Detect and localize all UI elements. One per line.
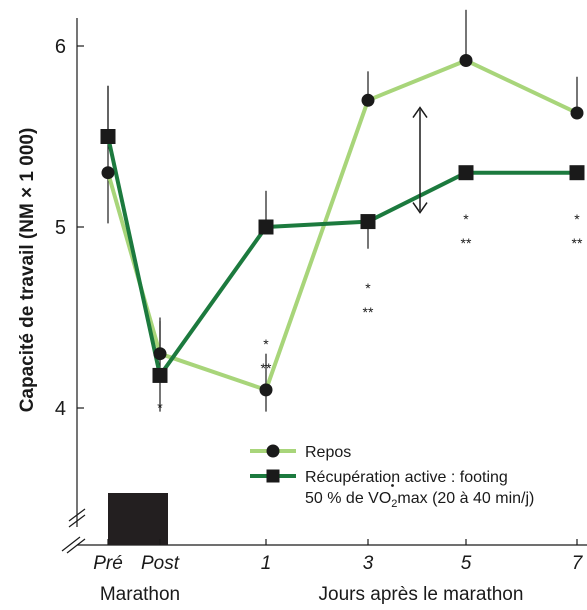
legend: Repos Récupération active : footing 50 %… (250, 444, 534, 510)
data-point (459, 53, 473, 67)
legend-text-part: 50 % de (305, 490, 368, 507)
data-point (569, 165, 585, 181)
legend-text-part: O (379, 490, 391, 507)
significance-mark: * (263, 336, 269, 352)
series-recuperation-active (106, 85, 577, 412)
x-ticks: Pré Post 1 3 5 7 (93, 539, 584, 574)
data-point (101, 166, 115, 180)
series-line (106, 58, 578, 392)
data-point (259, 383, 273, 397)
legend-marker-recuperation-active (266, 469, 280, 483)
series-markers (101, 53, 584, 397)
x-axis-group-label-marathon: Marathon (100, 584, 180, 605)
legend-text-part: max (20 à 40 min/j) (397, 490, 534, 507)
legend-text-subscript: 2 (391, 498, 397, 510)
significance-mark: ** (363, 304, 374, 320)
significance-annotations: ************* (157, 106, 583, 415)
data-point (152, 367, 168, 383)
x-axis-group-label-days: Jours après le marathon (319, 584, 524, 605)
x-tick-label: 5 (461, 553, 472, 574)
marathon-bar (108, 493, 168, 545)
x-tick-label: 1 (261, 553, 272, 574)
difference-arrow-head-top (412, 106, 428, 118)
data-point (458, 165, 474, 181)
significance-mark: ** (461, 235, 472, 251)
x-tick-label: 7 (572, 553, 584, 574)
axis-break (61, 508, 86, 554)
data-point (153, 347, 167, 361)
series-layer (100, 9, 585, 412)
data-point (570, 106, 584, 120)
y-axis-title: Capacité de travail (NM × 1 000) (17, 128, 38, 413)
vdot-dot (391, 484, 394, 487)
difference-arrow-head-bottom (412, 202, 428, 214)
y-tick-label: 6 (55, 36, 66, 58)
significance-mark: * (157, 399, 163, 415)
significance-mark: * (463, 211, 469, 227)
legend-label-repos: Repos (305, 444, 351, 461)
series-line (106, 136, 577, 378)
data-point (258, 219, 274, 235)
y-tick-label: 4 (55, 398, 66, 420)
legend-marker-repos (266, 444, 280, 458)
x-tick-label: Post (141, 553, 180, 574)
x-tick-label: 3 (363, 553, 374, 574)
legend-label-recuperation-active-line1: Récupération active : footing (305, 469, 508, 486)
significance-mark: ** (572, 235, 583, 251)
significance-mark: * (365, 280, 371, 296)
y-ticks: 4 5 6 (55, 36, 84, 420)
legend-label-recuperation-active-line2: 50 % de VO2max (20 à 40 min/j) (305, 490, 534, 510)
data-point (361, 93, 375, 107)
significance-mark: * (574, 211, 580, 227)
series-markers (100, 129, 585, 383)
data-point (100, 129, 116, 144)
significance-mark: ** (261, 360, 272, 376)
legend-text-vdot-v: V (368, 490, 379, 507)
x-tick-label: Pré (93, 553, 123, 574)
y-tick-label: 5 (55, 217, 66, 239)
data-point (360, 214, 376, 230)
